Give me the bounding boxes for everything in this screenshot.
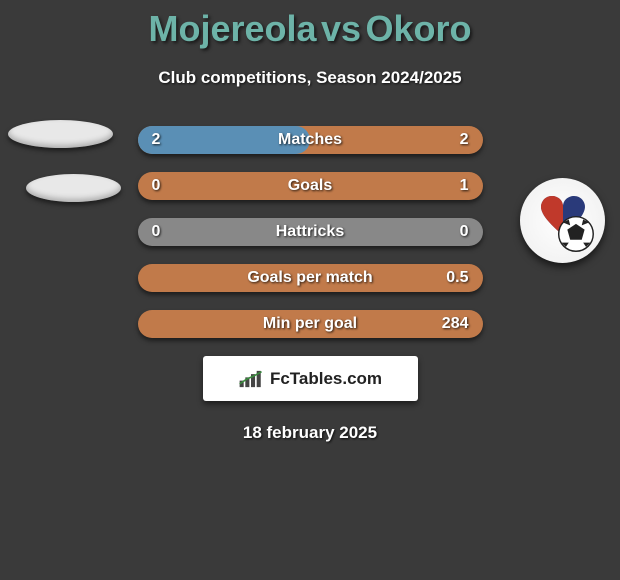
stat-label: Matches [278,131,342,149]
placeholder-ellipse [8,120,113,148]
stat-right-value: 284 [442,315,469,333]
player1-name: Mojereola [148,8,316,49]
left-placeholders [8,120,121,202]
vs-text: vs [321,8,361,49]
stat-bar: 0 Hattricks 0 [138,218,483,246]
stat-label: Goals [288,177,332,195]
stat-label: Hattricks [276,223,344,241]
stat-bar: Min per goal 284 [138,310,483,338]
stat-label: Goals per match [247,269,372,287]
subtitle: Club competitions, Season 2024/2025 [0,68,620,88]
stats-bars: 2 Matches 2 0 Goals 1 0 Hattricks 0 Goals per mat… [138,126,483,338]
comparison-title: Mojereola vs Okoro [0,0,620,50]
brand-text: FcTables.com [270,369,382,389]
stat-right-value: 2 [460,131,469,149]
stat-label: Min per goal [263,315,357,333]
stat-left-value: 0 [152,177,161,195]
heart-ball-icon [527,185,599,257]
stat-right-value: 0 [460,223,469,241]
stat-left-value: 2 [152,131,161,149]
brand-badge[interactable]: FcTables.com [203,356,418,401]
club-badge [520,178,605,263]
player2-name: Okoro [365,8,471,49]
placeholder-ellipse [26,174,121,202]
date-text: 18 february 2025 [0,423,620,443]
stat-right-value: 0.5 [446,269,468,287]
stat-bar: 0 Goals 1 [138,172,483,200]
stat-bar: 2 Matches 2 [138,126,483,154]
chart-icon [238,369,264,389]
stat-bar: Goals per match 0.5 [138,264,483,292]
stat-left-value: 0 [152,223,161,241]
stat-right-value: 1 [460,177,469,195]
